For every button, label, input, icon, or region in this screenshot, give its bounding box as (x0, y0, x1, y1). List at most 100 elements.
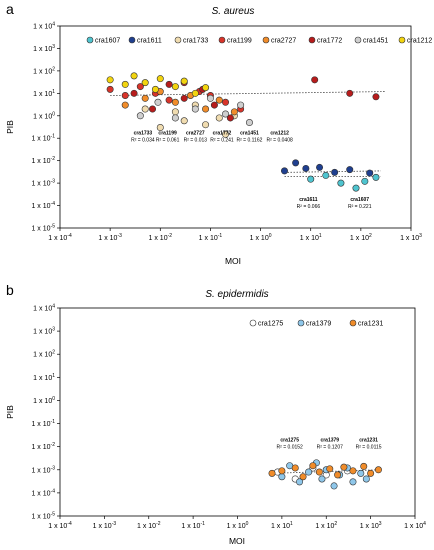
panel-b-letter: b (6, 282, 14, 298)
data-point-cra1231 (326, 465, 334, 473)
y-tick-label: 1 x 10-1 (31, 419, 55, 428)
data-point-cra1231 (349, 467, 357, 475)
data-point-cra1611 (331, 168, 339, 176)
data-point-cra1451 (191, 105, 199, 113)
legend-label: cra1607 (95, 38, 120, 45)
y-tick-label: 1 x 10-2 (31, 156, 55, 165)
annotation-r2: R² = 0.1162 (236, 137, 262, 143)
data-point-cra1212 (106, 76, 114, 84)
y-tick-label: 1 x 103 (33, 44, 55, 53)
data-point-cra1212 (141, 79, 149, 87)
data-point-cra1733 (215, 114, 223, 122)
legend-label: cra2727 (271, 38, 296, 45)
legend-marker (249, 319, 257, 327)
data-point-cra1379 (357, 469, 365, 477)
data-point-cra1772 (130, 89, 138, 97)
y-tick-label: 1 x 10-5 (31, 512, 55, 521)
data-point-cra1231 (278, 467, 286, 475)
y-tick-label: 1 x 104 (33, 22, 55, 31)
panel-b-legend: cra1275 cra1379 cra1231 (249, 319, 383, 328)
x-tick-label: 1 x 102 (350, 233, 372, 242)
data-point-cra1212 (202, 84, 210, 92)
legend-label: cra1199 (227, 38, 252, 45)
data-point-cra1611 (302, 164, 310, 172)
data-point-cra1607 (361, 177, 369, 185)
panel-a-points (106, 72, 380, 192)
data-point-cra1451 (245, 119, 253, 127)
data-point-cra1231 (367, 469, 375, 477)
legend-item-cra1733: cra1733 (174, 36, 208, 45)
y-tick-label: 1 x 102 (33, 66, 55, 75)
data-point-cra1733 (171, 108, 179, 116)
y-tick-label: 1 x 10-5 (31, 224, 55, 233)
annotation-name: cra1199 (158, 130, 177, 136)
data-point-cra2727 (215, 96, 223, 104)
data-point-cra1379 (305, 468, 313, 476)
y-tick-label: 1 x 101 (33, 373, 55, 382)
data-point-cra1231 (334, 471, 342, 479)
annotation-r2: R² = 0.034 (131, 137, 155, 143)
x-tick-label: 1 x 100 (250, 233, 272, 242)
x-tick-label: 1 x 102 (315, 521, 337, 530)
y-tick-label: 1 x 10-4 (31, 488, 55, 497)
data-point-cra1231 (360, 462, 368, 470)
panel-b-x-label: MOI (229, 536, 245, 546)
legend-label: cra1212 (407, 38, 432, 45)
legend-item-cra1199: cra1199 (218, 36, 252, 45)
data-point-cra1607 (352, 184, 360, 192)
annotation-name: cra1379 (320, 437, 339, 443)
panel-b-y-label: PIB (5, 405, 15, 419)
legend-label: cra1733 (183, 38, 208, 45)
x-tick-label: 1 x 10-3 (98, 233, 122, 242)
legend-marker (86, 36, 94, 44)
legend-label: cra1231 (358, 321, 383, 328)
annotation-r2: R² = 0.066 (297, 204, 321, 210)
data-point-cra1772 (226, 114, 234, 122)
data-point-cra1772 (311, 76, 319, 84)
legend-marker (262, 36, 270, 44)
panel-a-letter: a (6, 1, 14, 17)
data-point-cra1231 (340, 463, 348, 471)
data-point-cra1772 (180, 94, 188, 102)
data-point-cra1733 (141, 105, 149, 113)
annotation-r2: R² = 0.061 (156, 137, 180, 143)
annotation-r2: R² = 0.1207 (317, 444, 343, 450)
legend-label: cra1451 (363, 38, 388, 45)
panel-a-x-ticks: 1 x 10-4 1 x 10-3 1 x 10-2 1 x 10-1 1 x 100 1… (48, 228, 422, 242)
data-point-cra2727 (121, 101, 129, 109)
panel-b-plot-frame (59, 307, 416, 517)
legend-item-cra1607: cra1607 (86, 36, 120, 45)
data-point-cra1212 (180, 77, 188, 85)
data-point-cra1379 (349, 478, 357, 486)
legend-label: cra1379 (306, 321, 331, 328)
y-tick-label: 1 x 10-3 (31, 179, 55, 188)
y-tick-label: 1 x 100 (33, 396, 55, 405)
data-point-cra1451 (154, 98, 162, 106)
panel-a-y-label: PIB (5, 120, 15, 134)
y-tick-label: 1 x 10-2 (31, 442, 55, 451)
data-point-cra1607 (322, 171, 330, 179)
legend-item-cra1772: cra1772 (308, 36, 342, 45)
data-point-cra1772 (149, 105, 157, 113)
x-tick-label: 1 x 101 (271, 521, 293, 530)
panel-a-title: S. aureus (212, 6, 255, 17)
annotation-r2: R² = 0.0115 (356, 444, 382, 450)
annotation-name: cra1611 (299, 197, 318, 203)
data-point-cra1379 (318, 475, 326, 483)
legend-marker (398, 36, 406, 44)
x-tick-label: 1 x 10-4 (48, 233, 72, 242)
data-point-cra1451 (222, 110, 230, 118)
data-point-cra1231 (291, 464, 299, 472)
data-point-cra1231 (315, 468, 323, 476)
legend-item-cra1212: cra1212 (398, 36, 432, 45)
x-tick-label: 1 x 103 (360, 521, 382, 530)
panel-a-x-label: MOI (225, 256, 241, 266)
data-point-cra1611 (292, 159, 300, 167)
legend-marker (218, 36, 226, 44)
panel-b-title: S. epidermidis (205, 289, 268, 300)
legend-marker (174, 36, 182, 44)
x-tick-label: 1 x 100 (227, 521, 249, 530)
annotation-name: cra1212 (270, 130, 289, 136)
